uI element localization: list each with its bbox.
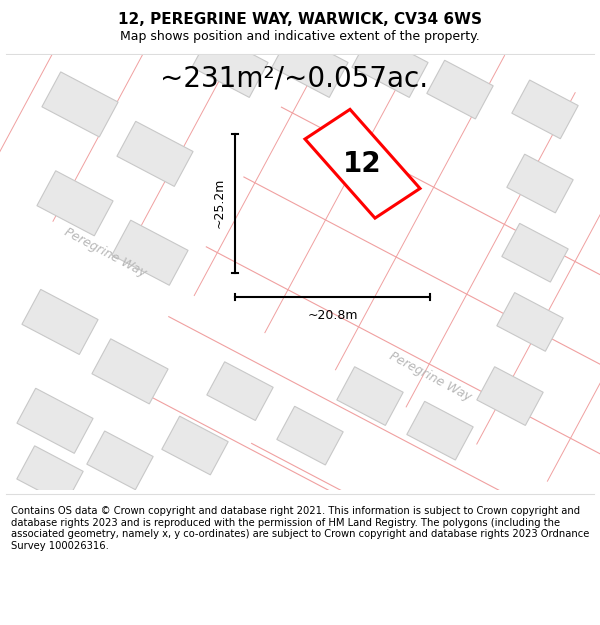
Text: ~25.2m: ~25.2m — [212, 178, 226, 229]
Polygon shape — [352, 32, 428, 98]
Text: ~231m²/~0.057ac.: ~231m²/~0.057ac. — [160, 65, 428, 93]
Polygon shape — [497, 292, 563, 351]
Polygon shape — [17, 388, 93, 453]
Polygon shape — [22, 289, 98, 354]
Polygon shape — [305, 109, 420, 218]
Polygon shape — [87, 431, 153, 490]
Polygon shape — [477, 367, 543, 426]
Polygon shape — [277, 406, 343, 465]
Text: Contains OS data © Crown copyright and database right 2021. This information is : Contains OS data © Crown copyright and d… — [11, 506, 589, 551]
Polygon shape — [272, 32, 348, 98]
Polygon shape — [92, 339, 168, 404]
Polygon shape — [502, 223, 568, 282]
Polygon shape — [17, 446, 83, 504]
Polygon shape — [407, 401, 473, 460]
Text: Map shows position and indicative extent of the property.: Map shows position and indicative extent… — [120, 30, 480, 43]
Text: Peregrine Way: Peregrine Way — [387, 349, 473, 403]
Text: ~20.8m: ~20.8m — [307, 309, 358, 321]
Text: 12: 12 — [343, 150, 382, 178]
Text: Peregrine Way: Peregrine Way — [62, 226, 148, 280]
Polygon shape — [507, 154, 573, 213]
Text: 12, PEREGRINE WAY, WARWICK, CV34 6WS: 12, PEREGRINE WAY, WARWICK, CV34 6WS — [118, 12, 482, 27]
Polygon shape — [512, 80, 578, 139]
Polygon shape — [37, 171, 113, 236]
Polygon shape — [427, 60, 493, 119]
Polygon shape — [207, 362, 273, 421]
Polygon shape — [192, 32, 268, 98]
Polygon shape — [42, 72, 118, 137]
Polygon shape — [112, 220, 188, 285]
Polygon shape — [162, 416, 228, 475]
Polygon shape — [117, 121, 193, 186]
Polygon shape — [337, 367, 403, 426]
